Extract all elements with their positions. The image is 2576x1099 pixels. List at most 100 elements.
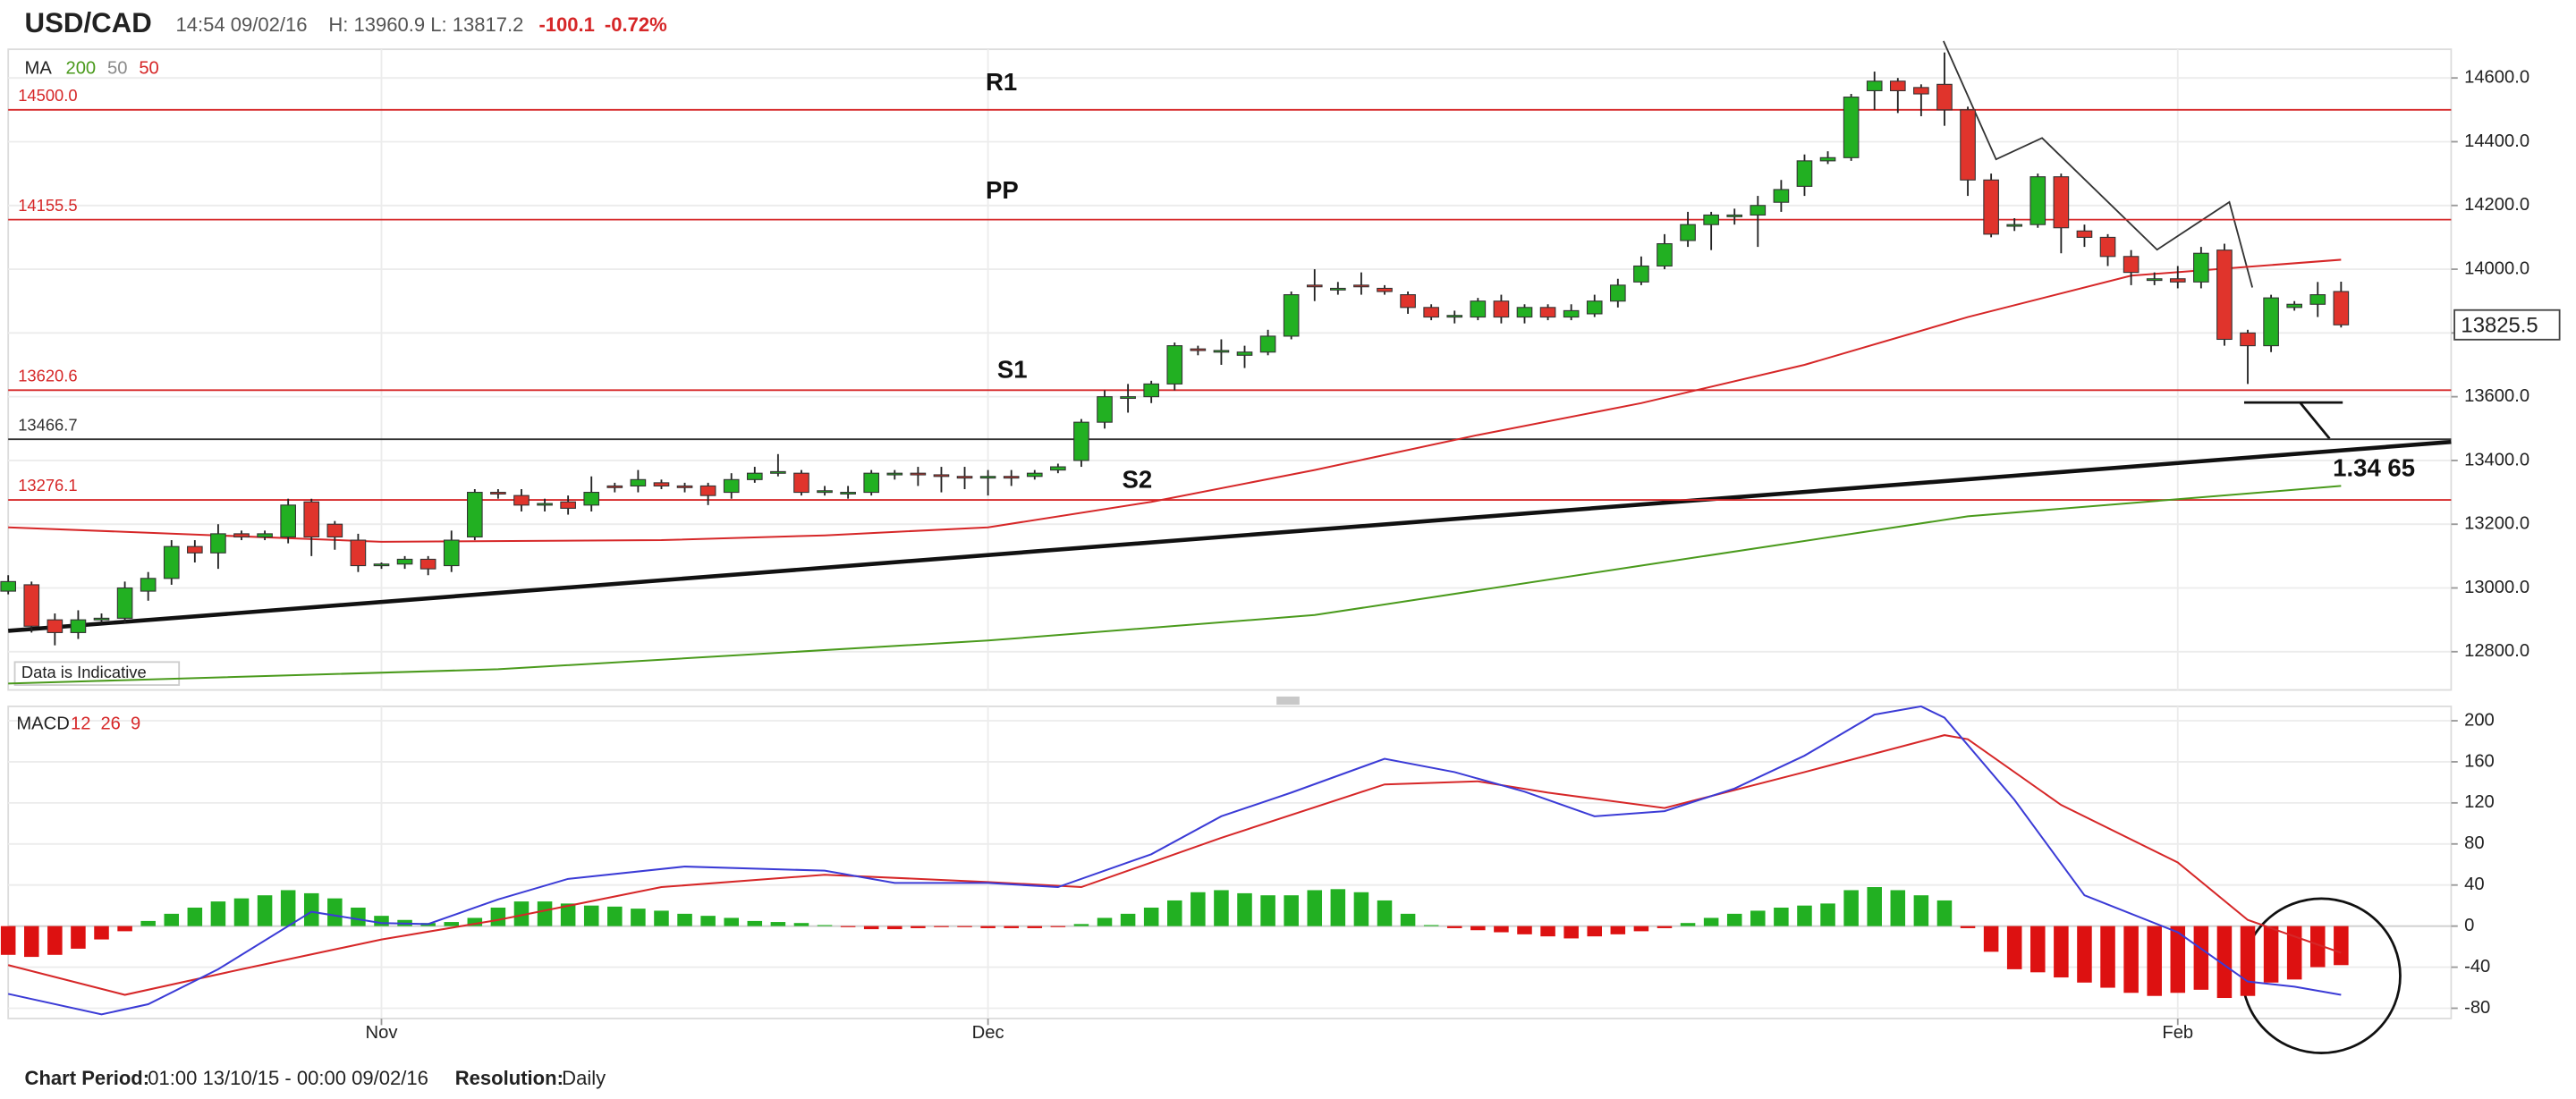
y-tick-label: 13600.0	[2464, 386, 2529, 406]
last-price-label: 13825.5	[2461, 313, 2538, 337]
histogram-bar	[537, 901, 553, 926]
target-pointer	[2299, 402, 2331, 440]
candle-body	[350, 539, 367, 567]
candle-body	[933, 474, 950, 478]
histogram-bar	[677, 913, 692, 926]
histogram-bar	[1890, 890, 1906, 926]
candle-body	[2193, 252, 2209, 283]
histogram-bar	[911, 926, 926, 928]
candle-body	[979, 476, 996, 479]
candle-body	[1190, 348, 1207, 351]
candle-body	[1726, 214, 1743, 217]
histogram-bar	[2286, 926, 2302, 980]
histogram-bar	[490, 907, 506, 926]
candle-body	[1026, 472, 1043, 478]
histogram-bar	[164, 913, 180, 926]
histogram-bar	[467, 917, 483, 926]
x-tick-label: Feb	[2162, 1023, 2193, 1043]
candle-body	[1306, 284, 1323, 288]
histogram-bar	[2310, 926, 2326, 968]
resolution-label: Resolution:	[455, 1067, 564, 1089]
macd-param: 9	[131, 714, 140, 733]
y-tick-label: -80	[2464, 998, 2490, 1018]
histogram-bar	[793, 923, 809, 926]
histogram-bar	[280, 890, 296, 926]
candle-body	[419, 558, 436, 570]
candle-body	[116, 587, 133, 619]
legend-entry: 200	[65, 58, 96, 78]
candle-body	[1377, 287, 1393, 292]
candle-body	[1423, 307, 1439, 318]
histogram-bar	[210, 901, 226, 926]
candle-body	[513, 495, 530, 506]
histogram-bar	[117, 926, 132, 932]
candle-body	[2029, 176, 2046, 225]
zigzag-drawing	[1943, 40, 2254, 288]
candle-body	[1143, 383, 1159, 398]
candle-body	[2240, 332, 2256, 347]
histogram-bar	[1587, 926, 1602, 937]
candle-body	[467, 492, 483, 538]
histogram-bar	[140, 920, 156, 926]
histogram-bar	[747, 920, 763, 926]
histogram-bar	[654, 910, 669, 926]
candle-body	[1889, 80, 1906, 92]
histogram-bar	[1983, 926, 1999, 952]
histogram-bar	[1797, 905, 1812, 926]
candle-body	[1470, 300, 1487, 318]
histogram-bar	[583, 905, 599, 926]
histogram-bar	[1307, 890, 1323, 926]
macd-panel	[7, 706, 2453, 1019]
candle-body	[1680, 224, 1696, 241]
histogram-bar	[560, 903, 576, 926]
histogram-bar	[2077, 926, 2092, 983]
histogram-bar	[351, 907, 366, 926]
histogram-bar	[374, 916, 389, 926]
candle-body	[210, 533, 226, 554]
y-tick-label: 12800.0	[2464, 641, 2529, 661]
high: H: 13960.9	[328, 13, 425, 36]
candle-body	[653, 482, 670, 486]
candle-body	[1843, 97, 1860, 158]
trendline	[8, 439, 2452, 633]
histogram-bar	[0, 926, 16, 955]
histogram-bar	[2170, 926, 2186, 993]
candle-body	[1773, 189, 1790, 203]
candle-body	[583, 492, 600, 506]
histogram-bar	[2123, 926, 2139, 993]
last-price-box	[2453, 309, 2561, 341]
annotation-s1: S1	[997, 355, 1028, 383]
candle-body	[1120, 396, 1136, 400]
histogram-bar	[1470, 926, 1486, 931]
note: Data is Indicative	[21, 663, 147, 681]
candle-body	[1609, 284, 1626, 302]
candle-body	[233, 533, 250, 538]
candle-body	[280, 504, 296, 538]
histogram-bar	[2216, 926, 2233, 999]
change-pct: -0.72%	[605, 13, 667, 36]
candle-body	[1750, 205, 1767, 216]
macd-legend-label: MACD	[16, 714, 69, 733]
candle-body	[1259, 335, 1276, 353]
panel-resize-handle[interactable]	[1276, 696, 1300, 706]
histogram-bar	[1446, 926, 1462, 928]
histogram-bar	[2100, 926, 2115, 988]
candle-body	[2216, 249, 2233, 341]
y-tick-label: 80	[2464, 833, 2484, 853]
candle-body	[2099, 236, 2116, 258]
candle-body	[746, 472, 763, 480]
candle-body	[1913, 87, 1929, 95]
x-tick-label: Dec	[972, 1023, 1004, 1043]
candle-body	[1400, 294, 1416, 309]
resolution: Daily	[562, 1067, 606, 1089]
level-label: 14155.5	[18, 196, 77, 215]
histogram-bar	[1284, 895, 1299, 926]
candle-body	[1050, 466, 1066, 471]
y-tick-label: 120	[2464, 792, 2495, 812]
candle-body	[1073, 421, 1089, 461]
candle-body	[47, 619, 64, 633]
x-tick-label: Nov	[366, 1023, 399, 1043]
candle-body	[1446, 315, 1463, 318]
candle-body	[1330, 287, 1346, 291]
candle-body	[1353, 284, 1369, 288]
